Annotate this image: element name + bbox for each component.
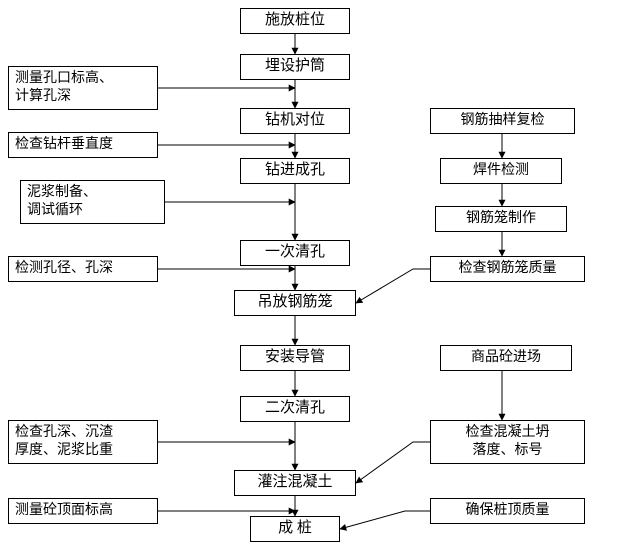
right-step-r3: 检查钢筋笼质量 — [430, 256, 585, 282]
right-step-r5: 检查混凝土坍 落度、标号 — [430, 420, 585, 464]
main-step-m4: 一次清孔 — [240, 240, 350, 266]
main-step-m5: 吊放钢筋笼 — [234, 290, 356, 316]
main-step-m3: 钻进成孔 — [240, 158, 350, 184]
main-step-m2: 钻机对位 — [240, 108, 350, 134]
main-step-m9: 成 桩 — [250, 516, 340, 542]
left-note-l1: 检查钻杆垂直度 — [8, 132, 158, 158]
main-step-m1: 埋设护筒 — [240, 54, 350, 80]
left-note-l4: 检查孔深、沉渣 厚度、泥浆比重 — [8, 420, 158, 464]
left-note-l2: 泥浆制备、 调试循环 — [20, 180, 165, 224]
left-note-l3: 检测孔径、孔深 — [8, 256, 158, 282]
right-step-r2: 钢筋笼制作 — [435, 206, 567, 232]
right-step-r4: 商品砼进场 — [440, 345, 572, 371]
right-step-r1: 焊件检测 — [440, 158, 562, 184]
main-step-m6: 安装导管 — [240, 345, 350, 371]
main-step-m0: 施放桩位 — [240, 8, 350, 34]
main-step-m7: 二次清孔 — [240, 396, 350, 422]
left-note-l5: 测量砼顶面标高 — [8, 498, 158, 524]
left-note-l0: 测量孔口标高、 计算孔深 — [8, 66, 158, 110]
right-step-r6: 确保桩顶质量 — [430, 498, 585, 524]
main-step-m8: 灌注混凝土 — [234, 470, 356, 496]
right-step-r0: 钢筋抽样复检 — [430, 108, 575, 134]
